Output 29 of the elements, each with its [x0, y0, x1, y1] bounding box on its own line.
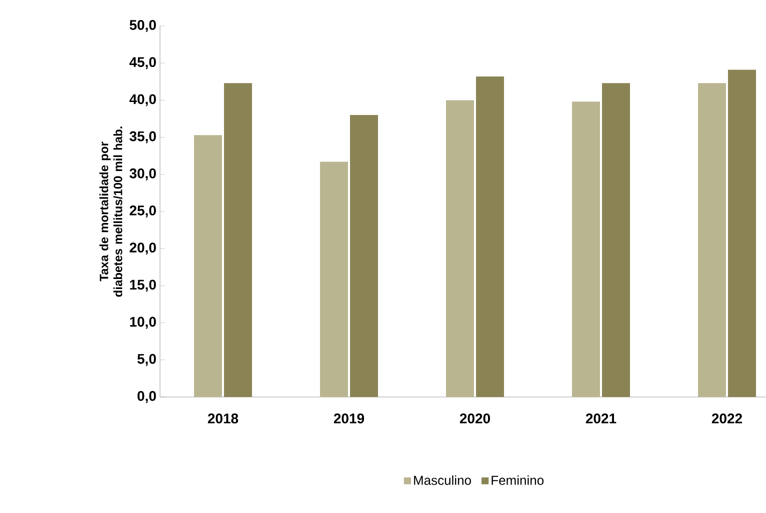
y-tick-label: 15,0	[130, 280, 156, 292]
y-tick-label: 25,0	[130, 206, 156, 218]
y-tick-label: 40,0	[129, 94, 156, 106]
bar	[224, 83, 252, 397]
legend-label: Masculino	[414, 475, 471, 485]
bar	[350, 115, 378, 397]
bar	[728, 70, 756, 397]
y-tick-label: 10,0	[130, 316, 156, 329]
x-tick-label: 2021	[586, 414, 616, 424]
x-tick-label: 2018	[208, 414, 238, 424]
y-tick-label: 30,0	[130, 168, 156, 180]
x-tick-label: 2022	[712, 414, 742, 424]
y-tick-label: 50,0	[130, 20, 156, 32]
bar	[320, 162, 348, 397]
y-tick-label: 45,0	[129, 57, 156, 70]
y-tick-label: 0,0	[138, 391, 156, 403]
y-tick-label: 35,0	[130, 131, 156, 144]
legend-label: Feminino	[492, 475, 544, 485]
x-tick-label: 2019	[334, 414, 364, 424]
bar	[476, 76, 504, 397]
bar	[572, 102, 600, 397]
x-tick-label: 2020	[460, 414, 490, 424]
bar	[446, 100, 474, 397]
y-tick-label: 5,0	[137, 354, 156, 366]
bar	[698, 83, 726, 397]
y-axis-title: Taxa de mortalidade por diabetes mellitus/100 mil hab.	[99, 126, 122, 297]
bar	[194, 135, 222, 397]
bar	[602, 83, 630, 397]
y-tick-label: 20,0	[130, 242, 156, 255]
